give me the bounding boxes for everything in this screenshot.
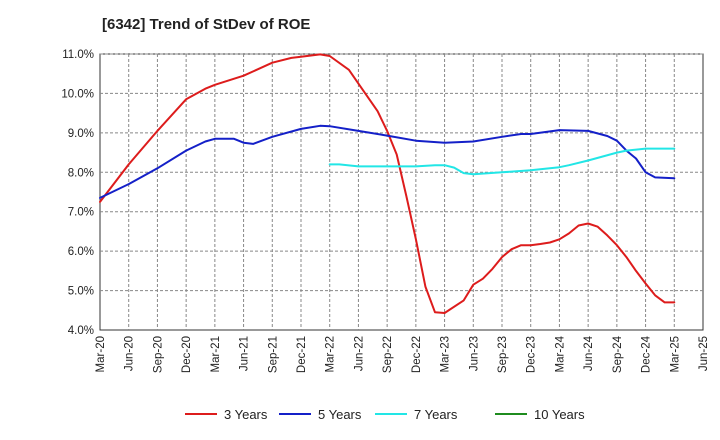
legend: 3 Years 5 Years 7 Years 10 Years — [185, 407, 585, 422]
x-tick-label: Sep-23 — [497, 336, 509, 373]
x-tick-label: Jun-20 — [124, 336, 136, 371]
legend-label: 3 Years — [224, 407, 268, 422]
y-tick-label: 5.0% — [68, 286, 94, 298]
y-tick-label: 4.0% — [68, 325, 94, 337]
x-tick-label: Dec-23 — [526, 336, 538, 373]
y-tick-label: 8.0% — [68, 167, 94, 179]
x-tick-label: Jun-24 — [583, 335, 595, 371]
x-tick-label: Sep-22 — [382, 336, 394, 373]
x-tick-label: Mar-25 — [669, 336, 681, 372]
x-tick-label: Sep-20 — [152, 336, 164, 373]
x-tick-label: Mar-24 — [554, 335, 566, 372]
y-tick-label: 6.0% — [68, 246, 94, 258]
x-tick-label: Mar-20 — [95, 336, 107, 372]
x-tick-label: Sep-21 — [267, 336, 279, 373]
x-tick-label: Dec-22 — [411, 336, 423, 373]
x-tick-label: Jun-21 — [239, 336, 251, 371]
x-tick-label: Dec-24 — [641, 335, 653, 373]
x-tick-label: Mar-21 — [210, 336, 222, 372]
series-lines — [99, 53, 676, 314]
x-tick-label: Jun-22 — [353, 336, 365, 371]
series-line-7-years — [328, 147, 676, 176]
axis-ticks: 4.0% 5.0% 6.0% 7.0% 8.0% 9.0% 10.0% 11.0% Mar-20… — [61, 49, 710, 373]
y-tick-label: 11.0% — [62, 49, 94, 61]
chart-title: [6342] Trend of StDev of ROE — [102, 16, 311, 33]
legend-label: 10 Years — [534, 407, 585, 422]
y-tick-label: 10.0% — [61, 88, 94, 100]
plot-area — [99, 53, 704, 331]
y-tick-label: 9.0% — [68, 128, 94, 140]
x-tick-label: Mar-23 — [440, 336, 452, 372]
x-tick-label: Jun-23 — [468, 336, 480, 371]
series-line-3-years — [99, 53, 676, 314]
x-tick-label: Mar-22 — [325, 336, 337, 372]
y-tick-label: 7.0% — [68, 207, 94, 219]
series-line-5-years — [99, 124, 676, 199]
legend-label: 7 Years — [414, 407, 458, 422]
x-tick-label: Sep-24 — [612, 335, 624, 373]
legend-label: 5 Years — [318, 407, 362, 422]
x-tick-label: Jun-25 — [698, 336, 710, 371]
x-tick-label: Dec-21 — [296, 336, 308, 373]
x-tick-label: Dec-20 — [181, 336, 193, 373]
